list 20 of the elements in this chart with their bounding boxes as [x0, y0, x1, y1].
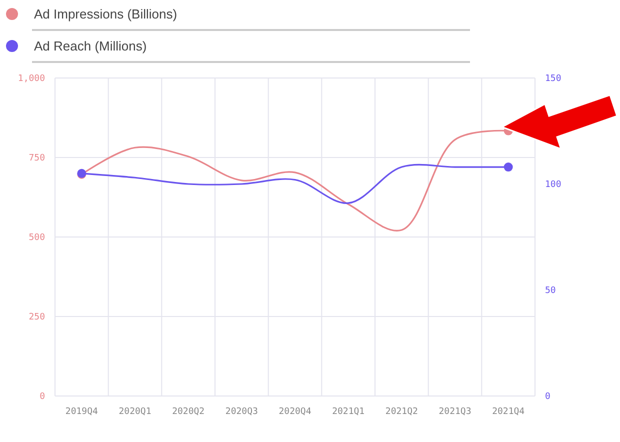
y-tick-label: 0	[40, 392, 45, 402]
x-tick-label: 2021Q2	[385, 407, 418, 417]
y2-tick-label: 0	[545, 392, 550, 402]
x-tick-label: 2019Q4	[65, 407, 98, 417]
x-tick-label: 2021Q4	[492, 407, 525, 417]
x-tick-label: 2020Q2	[172, 407, 205, 417]
x-tick-label: 2020Q1	[118, 407, 152, 417]
x-tick-label: 2021Q1	[332, 407, 365, 417]
y-tick-label: 500	[28, 233, 45, 244]
legend-label: Ad Impressions (Billions)	[34, 6, 178, 22]
legend-label: Ad Reach (Millions)	[34, 38, 147, 54]
y2-tick-label: 100	[545, 180, 562, 190]
y-tick-label: 250	[28, 312, 45, 323]
x-tick-label: 2020Q4	[278, 407, 312, 417]
x-tick-label: 2021Q3	[438, 407, 472, 417]
y2-tick-label: 150	[545, 74, 562, 84]
y2-tick-label: 50	[545, 286, 556, 296]
y-tick-label: 750	[28, 154, 45, 164]
x-tick-label: 2020Q3	[225, 407, 258, 417]
y-tick-label: 1,000	[18, 74, 45, 84]
